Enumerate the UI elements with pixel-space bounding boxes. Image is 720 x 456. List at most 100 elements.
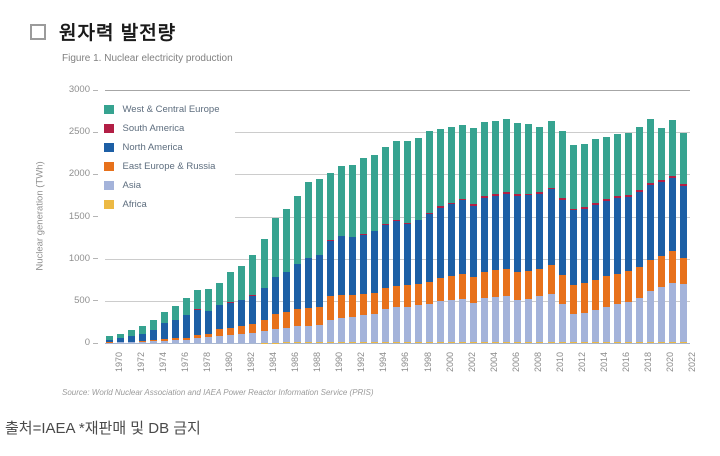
- bar-segment-africa: [635, 342, 643, 343]
- bar-segment-north-america: [128, 336, 136, 342]
- bar-segment-east-europe-russia: [282, 312, 290, 328]
- bar-segment-africa: [337, 342, 345, 343]
- bar-segment-west-central-europe: [514, 122, 522, 195]
- bar-segment-south-america: [591, 203, 599, 206]
- bar-1980: [216, 282, 224, 343]
- bar-segment-south-america: [657, 179, 665, 182]
- bar-segment-east-europe-russia: [470, 277, 478, 304]
- legend-swatch-icon: [104, 199, 114, 210]
- bar-segment-south-america: [525, 193, 533, 196]
- bar-segment-east-europe-russia: [492, 270, 500, 298]
- bar-segment-asia: [459, 299, 467, 342]
- bar-segment-africa: [613, 341, 621, 343]
- bar-segment-south-america: [437, 206, 445, 208]
- bar-segment-south-america: [304, 257, 312, 259]
- bar-1983: [249, 255, 257, 343]
- bar-segment-west-central-europe: [150, 320, 158, 330]
- bar-segment-asia: [183, 340, 191, 343]
- bar-segment-north-america: [370, 231, 378, 293]
- bar-segment-north-america: [282, 272, 290, 313]
- bar-segment-west-central-europe: [117, 333, 125, 339]
- bar-segment-africa: [514, 341, 522, 343]
- bar-segment-asia: [260, 331, 268, 343]
- legend-item-south-america: South America: [104, 119, 219, 138]
- bar-segment-west-central-europe: [547, 121, 555, 188]
- bar-segment-north-america: [238, 300, 246, 327]
- bar-segment-south-america: [348, 236, 356, 238]
- bar-1987: [293, 196, 301, 343]
- bar-segment-east-europe-russia: [525, 270, 533, 299]
- bar-segment-asia: [161, 340, 169, 343]
- bar-segment-north-america: [392, 221, 400, 286]
- bar-segment-asia: [536, 296, 544, 342]
- bar-segment-asia: [139, 342, 147, 343]
- bar-segment-west-central-europe: [161, 312, 169, 323]
- legend-label: Africa: [122, 199, 147, 210]
- legend: West & Central Europe South America North …: [98, 97, 236, 220]
- bar-segment-north-america: [205, 310, 213, 334]
- bar-1985: [271, 218, 279, 343]
- bar-segment-south-america: [503, 192, 511, 194]
- bar-segment-south-america: [426, 213, 434, 215]
- bar-segment-east-europe-russia: [602, 276, 610, 307]
- legend-label: East Europe & Russia: [122, 161, 216, 172]
- bar-segment-asia: [227, 335, 235, 343]
- bar-1994: [370, 154, 378, 343]
- bar-segment-east-europe-russia: [514, 271, 522, 300]
- bar-segment-west-central-europe: [249, 255, 257, 296]
- bar-segment-asia: [404, 306, 412, 342]
- bar-segment-west-central-europe: [437, 128, 445, 207]
- bar-segment-asia: [216, 335, 224, 343]
- bar-segment-asia: [326, 319, 334, 343]
- bar-segment-east-europe-russia: [426, 281, 434, 304]
- legend-swatch-icon: [104, 123, 114, 134]
- bar-segment-asia: [635, 298, 643, 343]
- bar-segment-west-central-europe: [624, 133, 632, 196]
- bar-segment-asia: [271, 328, 279, 343]
- bar-segment-east-europe-russia: [183, 337, 191, 341]
- bar-segment-south-america: [481, 196, 489, 198]
- bar-segment-west-central-europe: [503, 118, 511, 193]
- bar-segment-north-america: [525, 195, 533, 271]
- bar-segment-south-america: [260, 287, 268, 289]
- bar-segment-west-central-europe: [580, 144, 588, 207]
- bar-segment-north-america: [249, 295, 257, 324]
- bar-segment-west-central-europe: [415, 138, 423, 220]
- bar-segment-south-america: [602, 199, 610, 202]
- bar-segment-south-america: [392, 220, 400, 222]
- bar-segment-south-america: [459, 198, 467, 201]
- bar-segment-south-america: [547, 187, 555, 190]
- bar-segment-east-europe-russia: [657, 255, 665, 288]
- bar-1988: [304, 181, 312, 343]
- bar-segment-south-america: [492, 194, 500, 196]
- bar-1971: [117, 333, 125, 343]
- bar-1973: [139, 325, 147, 343]
- bar-segment-east-europe-russia: [613, 273, 621, 304]
- bar-segment-africa: [624, 341, 632, 343]
- bar-segment-north-america: [271, 277, 279, 315]
- bar-segment-east-europe-russia: [337, 295, 345, 319]
- y-tick-0: 0: [85, 338, 98, 348]
- bar-segment-west-central-europe: [106, 336, 113, 341]
- bar-segment-west-central-europe: [183, 298, 191, 315]
- bar-segment-west-central-europe: [392, 140, 400, 221]
- bar-segment-africa: [381, 342, 389, 343]
- bar-2000: [437, 128, 445, 343]
- bar-segment-south-america: [404, 222, 412, 224]
- bar-segment-north-america: [602, 201, 610, 277]
- y-tick-1000: 1000: [69, 253, 98, 264]
- source-note: Source: World Nuclear Association and IA…: [62, 388, 374, 397]
- bar-segment-east-europe-russia: [172, 338, 180, 340]
- bar-segment-africa: [304, 342, 312, 343]
- bar-segment-south-america: [359, 234, 367, 235]
- bar-1986: [282, 208, 290, 343]
- bar-segment-north-america: [679, 185, 687, 258]
- bar-segment-west-central-europe: [558, 130, 566, 199]
- bar-segment-africa: [679, 342, 687, 343]
- bar-segment-east-europe-russia: [271, 314, 279, 329]
- bar-segment-north-america: [448, 204, 456, 276]
- bar-segment-africa: [348, 342, 356, 343]
- bar-segment-east-europe-russia: [569, 284, 577, 315]
- bar-segment-africa: [392, 342, 400, 343]
